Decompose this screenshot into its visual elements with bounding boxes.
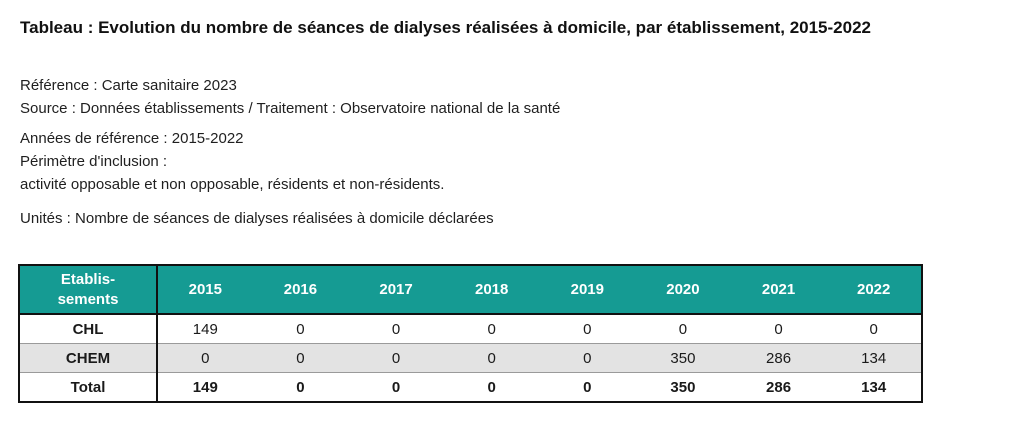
table-cell: 0 xyxy=(252,314,349,344)
table-cell: 0 xyxy=(348,314,444,344)
table-cell: 134 xyxy=(861,378,887,396)
header-year: 2016 xyxy=(252,265,349,315)
header-year: 2018 xyxy=(443,265,540,315)
table-cell: 286 xyxy=(730,343,827,373)
units-text: Unités : Nombre de séances de dialyses r… xyxy=(20,210,494,227)
metadata-block-units: Unités : Nombre de séances de dialyses r… xyxy=(20,207,494,230)
table-header-row: Etablis- sements 2015 2016 2017 2018 201… xyxy=(19,265,922,315)
table-row-chl: CHL 149 0 0 0 0 0 0 0 xyxy=(19,314,922,344)
table-cell: 350 xyxy=(670,378,696,396)
table-cell: 350 xyxy=(635,343,731,373)
row-label: Total xyxy=(19,372,158,402)
inclusion-scope-value: activité opposable et non opposable, rés… xyxy=(20,176,445,193)
table-cell: 0 xyxy=(348,343,444,373)
table-cell: 0 xyxy=(539,343,636,373)
table-cell: 0 xyxy=(583,378,592,396)
table-cell: 0 xyxy=(443,314,540,344)
table-cell: 0 xyxy=(487,378,496,396)
table-cell: 134 xyxy=(826,343,922,373)
header-year: 2015 xyxy=(157,265,253,315)
table-cell: 286 xyxy=(766,378,792,396)
row-label: CHL xyxy=(19,314,158,344)
header-year: 2017 xyxy=(348,265,444,315)
header-year: 2020 xyxy=(635,265,731,315)
metadata-block-scope: Années de référence : 2015-2022 Périmètr… xyxy=(20,127,444,196)
table-cell: 0 xyxy=(826,314,922,344)
dialysis-sessions-table: Etablis- sements 2015 2016 2017 2018 201… xyxy=(18,264,923,403)
table-cell: 0 xyxy=(635,314,731,344)
reference-years-text: Années de référence : 2015-2022 xyxy=(20,130,244,147)
header-establishment: Etablis- sements xyxy=(19,265,158,315)
table-cell: 149 xyxy=(157,314,253,344)
inclusion-scope-label: Périmètre d'inclusion : xyxy=(20,153,168,170)
table-cell: 149 xyxy=(192,378,218,396)
table-row-chem: CHEM 0 0 0 0 0 350 286 134 xyxy=(19,343,922,373)
table-cell: 0 xyxy=(157,343,253,373)
header-year: 2022 xyxy=(826,265,922,315)
table-cell: 0 xyxy=(252,343,349,373)
table-cell: 0 xyxy=(539,314,636,344)
reference-text: Référence : Carte sanitaire 2023 xyxy=(20,77,237,94)
header-year: 2021 xyxy=(730,265,827,315)
table-cell: 0 xyxy=(296,378,305,396)
page-title: Tableau : Evolution du nombre de séances… xyxy=(20,18,871,37)
header-establishment-line2: sements xyxy=(57,290,119,308)
table-cell: 0 xyxy=(391,378,401,396)
header-year: 2019 xyxy=(539,265,636,315)
row-label: CHEM xyxy=(19,343,158,373)
header-establishment-line1: Etablis- xyxy=(60,270,116,288)
source-text: Source : Données établissements / Traite… xyxy=(20,100,561,117)
metadata-block-source: Référence : Carte sanitaire 2023 Source … xyxy=(20,74,560,120)
table-cell: 0 xyxy=(443,343,540,373)
table-cell: 0 xyxy=(730,314,827,344)
table-row-total: Total 149 0 0 0 0 350 286 134 xyxy=(19,372,922,402)
